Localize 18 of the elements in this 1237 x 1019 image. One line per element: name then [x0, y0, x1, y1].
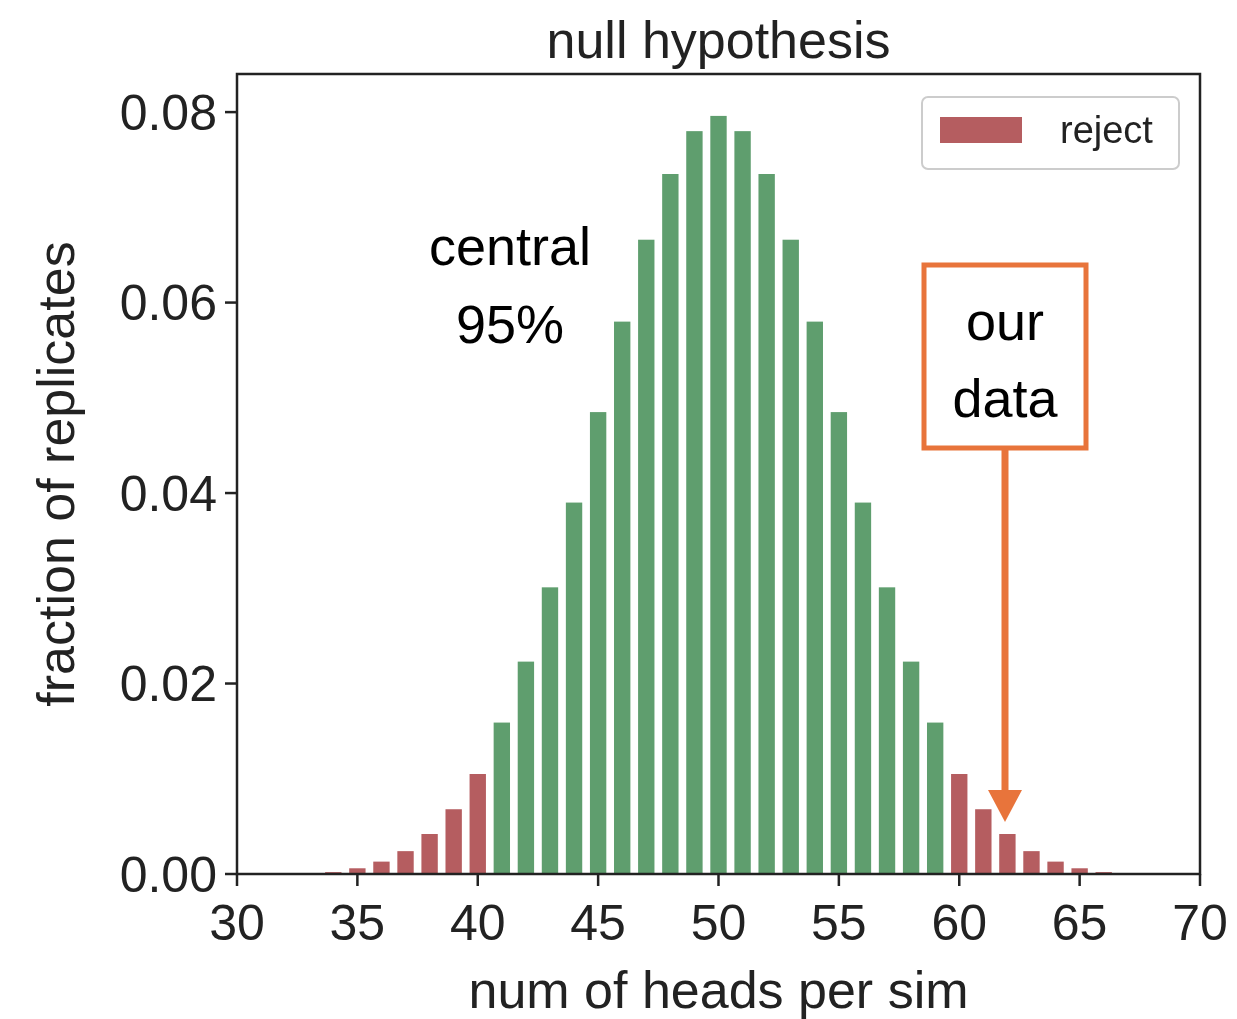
legend-label: reject [1060, 109, 1154, 152]
y-tick-label: 0.06 [119, 275, 217, 332]
y-tick-label: 0.08 [119, 84, 217, 141]
x-tick-label: 60 [931, 895, 988, 951]
y-tick-label: 0.04 [119, 465, 217, 522]
chart-title: null hypothesis [546, 11, 891, 69]
x-tick-label: 35 [329, 895, 386, 951]
annotation: our data [952, 291, 1059, 428]
y-axis-title: fraction of replicates [27, 241, 85, 707]
x-axis-title: num of heads per sim [468, 961, 969, 1019]
x-tick-label: 55 [811, 895, 867, 951]
x-tick-label: 70 [1172, 895, 1228, 951]
annotation: central 95% [428, 216, 592, 354]
y-tick-label: 0.02 [119, 656, 217, 713]
x-tick-label: 40 [449, 895, 506, 951]
x-tick-label: 45 [570, 895, 626, 951]
x-tick-label: 50 [690, 895, 747, 951]
x-tick-label: 65 [1051, 895, 1108, 951]
